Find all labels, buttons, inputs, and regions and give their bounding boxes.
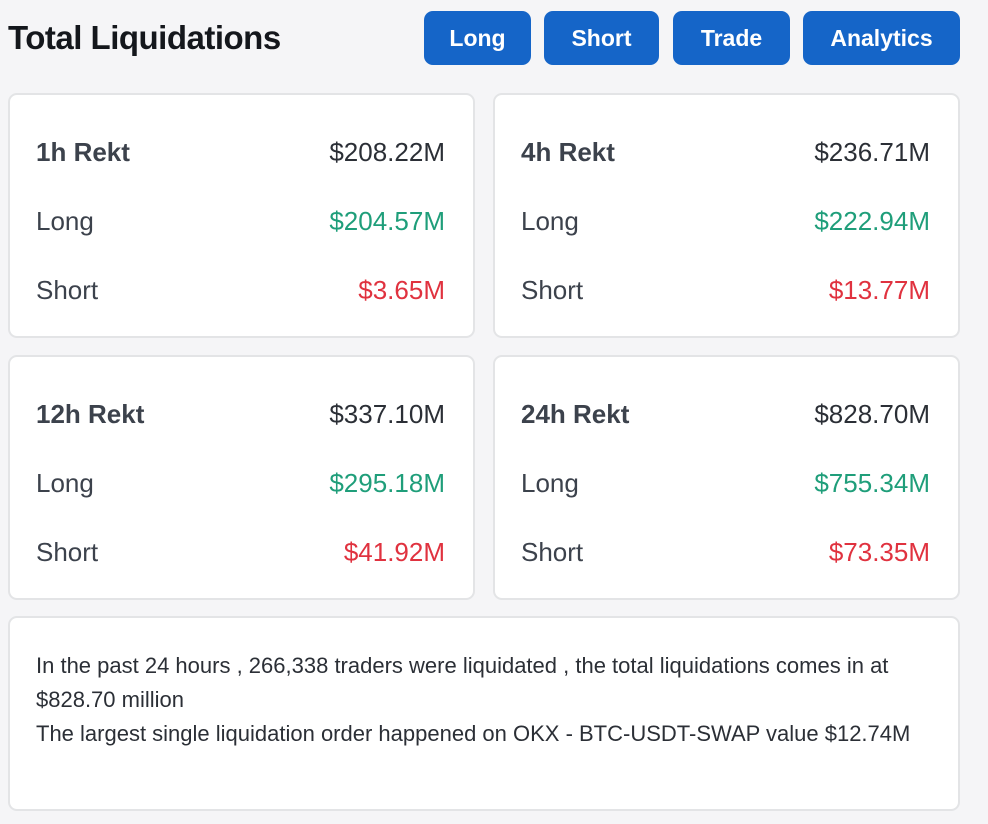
short-value: $41.92M <box>343 536 445 567</box>
short-button[interactable]: Short <box>544 11 659 65</box>
total-value: $337.10M <box>329 398 445 429</box>
rekt-card-24h: 24h Rekt $828.70M Long $755.34M Short $7… <box>493 355 960 600</box>
long-label: Long <box>36 205 94 236</box>
long-row: Long $222.94M <box>521 203 930 239</box>
total-row: 12h Rekt $337.10M <box>36 396 445 432</box>
short-label: Short <box>521 536 584 567</box>
summary-line-largest-order: The largest single liquidation order hap… <box>36 721 911 746</box>
long-label: Long <box>521 467 579 498</box>
short-value: $73.35M <box>828 536 930 567</box>
total-value: $208.22M <box>329 136 445 167</box>
rekt-card-12h: 12h Rekt $337.10M Long $295.18M Short $4… <box>8 355 475 600</box>
total-row: 24h Rekt $828.70M <box>521 396 930 432</box>
summary-line-liquidations: In the past 24 hours , 266,338 traders w… <box>36 653 889 712</box>
period-label: 4h Rekt <box>521 136 615 167</box>
page-title: Total Liquidations <box>8 19 281 56</box>
short-row: Short $3.65M <box>36 272 445 308</box>
short-label: Short <box>36 536 99 567</box>
summary-box: In the past 24 hours , 266,338 traders w… <box>8 616 960 811</box>
trade-button[interactable]: Trade <box>673 11 790 65</box>
period-label: 1h Rekt <box>36 136 130 167</box>
analytics-button[interactable]: Analytics <box>803 11 960 65</box>
short-row: Short $13.77M <box>521 272 930 308</box>
long-value: $222.94M <box>814 205 930 236</box>
long-row: Long $204.57M <box>36 203 445 239</box>
short-row: Short $73.35M <box>521 534 930 570</box>
rekt-card-4h: 4h Rekt $236.71M Long $222.94M Short $13… <box>493 93 960 338</box>
total-row: 1h Rekt $208.22M <box>36 134 445 170</box>
short-value: $13.77M <box>828 274 930 305</box>
long-button[interactable]: Long <box>424 11 531 65</box>
long-row: Long $755.34M <box>521 465 930 501</box>
long-value: $295.18M <box>329 467 445 498</box>
long-value: $204.57M <box>329 205 445 236</box>
short-label: Short <box>36 274 99 305</box>
short-label: Short <box>521 274 584 305</box>
period-label: 24h Rekt <box>521 398 630 429</box>
period-label: 12h Rekt <box>36 398 145 429</box>
total-value: $828.70M <box>814 398 930 429</box>
rekt-card-1h: 1h Rekt $208.22M Long $204.57M Short $3.… <box>8 93 475 338</box>
long-row: Long $295.18M <box>36 465 445 501</box>
short-row: Short $41.92M <box>36 534 445 570</box>
short-value: $3.65M <box>358 274 445 305</box>
long-label: Long <box>521 205 579 236</box>
long-label: Long <box>36 467 94 498</box>
total-value: $236.71M <box>814 136 930 167</box>
total-row: 4h Rekt $236.71M <box>521 134 930 170</box>
long-value: $755.34M <box>814 467 930 498</box>
